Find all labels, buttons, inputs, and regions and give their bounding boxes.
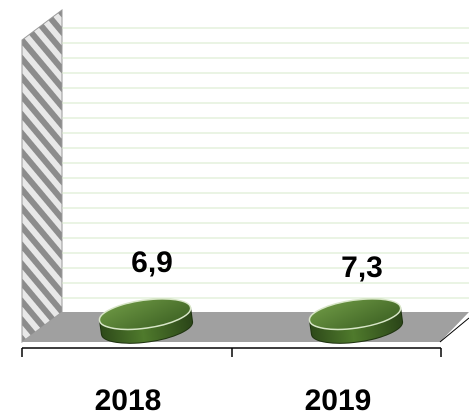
back-wall	[62, 10, 469, 312]
bars	[98, 298, 404, 344]
data-label-2018: 6,9	[131, 246, 173, 279]
x-axis-ticks	[21, 348, 442, 357]
bar-top	[98, 298, 192, 331]
category-label-2018: 2018	[95, 384, 162, 417]
bar-2018	[98, 298, 194, 344]
bar-2019	[308, 298, 404, 344]
side-wall	[21, 9, 63, 343]
category-label-2019: 2019	[305, 384, 372, 417]
bar-top	[308, 298, 402, 331]
data-label-2019: 7,3	[341, 251, 383, 284]
floor-edge	[439, 317, 469, 343]
gridlines	[62, 27, 469, 299]
